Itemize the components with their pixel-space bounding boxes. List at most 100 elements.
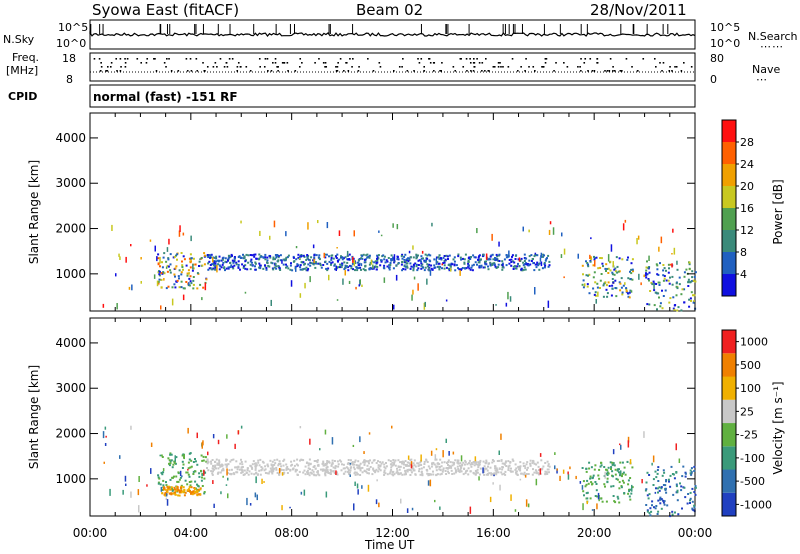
echo-cell	[196, 272, 199, 275]
colorbar-tick-label: 4	[740, 268, 747, 281]
echo-cell	[604, 485, 606, 488]
echo-cell	[522, 473, 525, 476]
echo-cell	[424, 253, 427, 256]
echo-cell	[440, 472, 443, 475]
echo-cell	[620, 486, 623, 489]
echo-cell	[440, 257, 442, 260]
echo-cell	[212, 465, 214, 468]
echo-cell	[467, 260, 470, 263]
freq-point	[105, 70, 107, 72]
echo-cell	[626, 258, 629, 261]
echo-cell	[627, 295, 630, 298]
echo-cell	[162, 488, 165, 491]
echo-cell	[237, 256, 240, 258]
echo-cell	[388, 264, 391, 267]
echo-cell	[192, 287, 195, 290]
echo-cell	[324, 469, 327, 472]
echo-cell	[528, 255, 531, 258]
echo-cell	[349, 469, 352, 472]
echo-cell	[296, 458, 299, 461]
ytick-label: 2000	[55, 222, 86, 236]
echo-cell	[181, 490, 184, 493]
echo-cell	[648, 271, 651, 274]
echo-cell	[673, 247, 676, 255]
echo-cell	[620, 470, 622, 474]
echo-cell	[426, 263, 429, 266]
echo-cell	[274, 263, 277, 265]
echo-cell	[227, 254, 230, 257]
echo-cell	[600, 497, 603, 500]
echo-cell	[619, 282, 622, 285]
echo-cell	[597, 267, 600, 270]
echo-cell	[329, 473, 332, 475]
echo-cell	[404, 464, 407, 466]
echo-cell	[615, 477, 618, 480]
echo-cell	[231, 254, 233, 257]
echo-cell	[447, 461, 450, 464]
echo-cell	[478, 259, 481, 261]
echo-cell	[228, 469, 231, 472]
echo-cell	[449, 265, 452, 268]
echo-cell	[687, 493, 690, 495]
echo-cell	[271, 466, 274, 468]
echo-cell	[479, 473, 481, 476]
freq-point	[612, 66, 614, 68]
echo-cell	[401, 253, 404, 256]
echo-cell	[264, 258, 267, 261]
echo-cell	[385, 259, 388, 262]
echo-cell	[193, 488, 196, 491]
echo-cell	[426, 254, 429, 257]
echo-cell	[212, 257, 214, 263]
echo-cell	[203, 469, 205, 476]
echo-cell	[383, 267, 386, 270]
echo-cell	[343, 261, 346, 264]
echo-cell	[442, 468, 445, 471]
echo-cell	[605, 468, 607, 471]
freq-point	[669, 66, 671, 68]
echo-cell	[319, 468, 322, 471]
echo-cell	[598, 468, 601, 471]
freq-point	[298, 66, 301, 68]
echo-cell	[196, 494, 199, 497]
echo-cell	[146, 484, 148, 487]
echo-cell	[240, 461, 243, 463]
echo-cell	[324, 471, 327, 473]
echo-cell	[337, 266, 339, 269]
echo-cell	[599, 279, 602, 282]
echo-cell	[340, 266, 343, 269]
echo-cell	[444, 258, 447, 261]
echo-cell	[665, 279, 668, 282]
echo-cell	[335, 470, 337, 475]
freq-point	[680, 70, 683, 72]
echo-cell	[590, 237, 592, 240]
echo-cell	[691, 507, 694, 510]
echo-cell	[694, 485, 697, 487]
echo-cell	[457, 459, 460, 462]
echo-cell	[237, 466, 240, 469]
echo-cell	[363, 451, 365, 454]
echo-cell	[380, 260, 383, 263]
freq-point	[532, 66, 535, 68]
freq-point	[507, 66, 510, 68]
freq-point	[631, 66, 633, 68]
echo-cell	[163, 278, 165, 281]
echo-cell	[611, 278, 614, 280]
echo-cell	[424, 260, 427, 263]
echo-cell	[207, 254, 210, 256]
freq-point	[287, 70, 289, 72]
echo-cell	[616, 469, 619, 472]
echo-cell	[362, 268, 365, 271]
echo-cell	[501, 473, 504, 476]
echo-cell	[375, 499, 378, 505]
echo-cell	[359, 469, 362, 472]
echo-cell	[238, 468, 241, 471]
echo-cell	[349, 467, 352, 470]
echo-cell	[604, 267, 607, 270]
freq-point	[140, 62, 143, 64]
echo-cell	[676, 489, 679, 492]
nsky-trace	[89, 24, 696, 37]
echo-cell	[235, 460, 238, 463]
beam-title: Beam 02	[356, 1, 424, 19]
freq-point	[212, 66, 215, 68]
echo-cell	[225, 261, 228, 264]
